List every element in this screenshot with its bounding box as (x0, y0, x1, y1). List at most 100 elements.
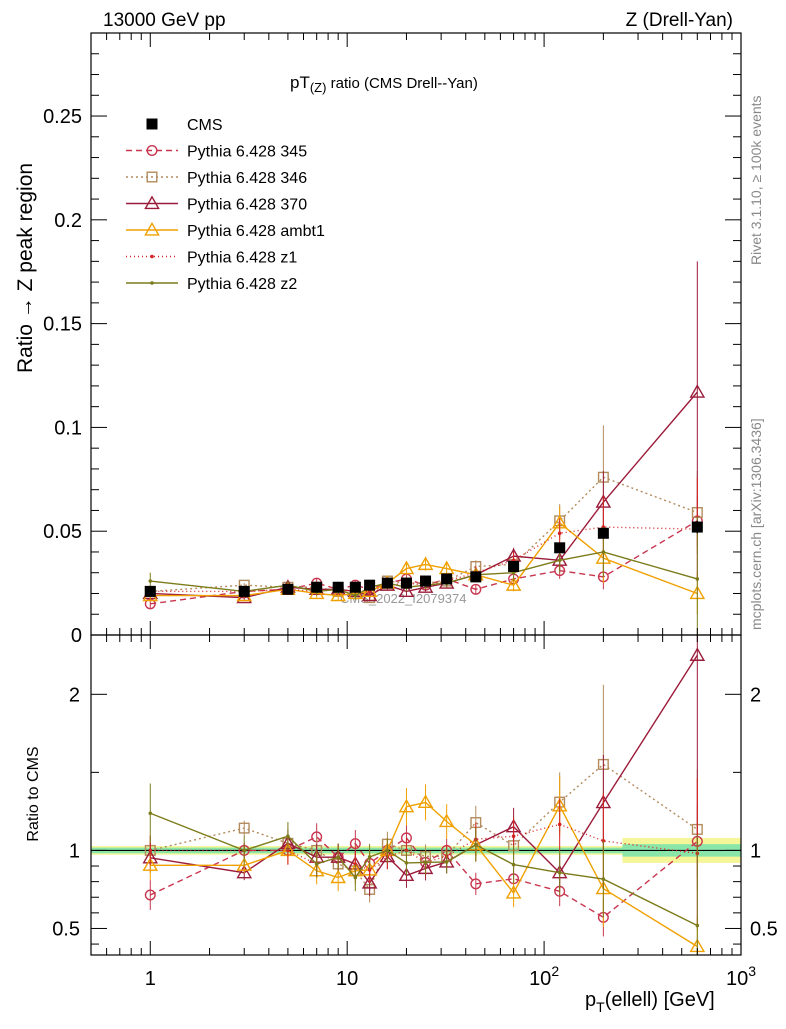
cms-point (282, 583, 294, 595)
x-tick-exponent: 3 (748, 963, 756, 979)
ratio-point (361, 874, 378, 889)
title-main: pT (290, 73, 310, 92)
ratio-point (695, 923, 700, 928)
ratio-point (404, 861, 409, 865)
title-sub: (Z) (310, 80, 327, 95)
y-tick-label: 0.1 (54, 417, 82, 439)
mcplots-label: mcplots.cern.ch [arXiv:1306.3436] (748, 418, 764, 630)
ratio-point (423, 860, 428, 865)
legend-item-6: Pythia 6.428 z2 (126, 276, 297, 293)
x-tick-label: 10 (336, 968, 358, 990)
ratio-y-tick-label-right: 1 (750, 840, 761, 862)
cms-point (381, 577, 393, 589)
ratio-point (689, 647, 706, 661)
x-tick-label: 102 (529, 963, 559, 990)
series-ratio-line (149, 836, 698, 919)
ratio-point (398, 798, 415, 813)
ratio-y-tick-label: 0.5 (52, 918, 80, 940)
data-point (470, 583, 482, 595)
series-ratio-line (150, 763, 698, 891)
data-point (505, 577, 522, 591)
x-tick-base: 10 (726, 968, 748, 990)
ratio-point (148, 848, 153, 853)
ratio-point (511, 862, 516, 867)
data-point (148, 579, 153, 583)
cms-point (508, 560, 520, 572)
ratio-point (330, 869, 346, 884)
x-tick-label: 103 (726, 963, 756, 990)
cms-point (238, 585, 250, 597)
y-tick-label: 0.05 (43, 521, 82, 543)
cms-point (364, 579, 376, 591)
ratio-point (438, 813, 455, 828)
ratio-point (349, 838, 361, 850)
legend-marker (144, 221, 160, 236)
ratio-frame (90, 634, 742, 956)
ratio-y-tick-label: 2 (69, 684, 80, 706)
ratio-point (511, 834, 516, 839)
x-axis-label: pT(ellell) [GeV] (585, 989, 715, 1015)
data-point (557, 558, 562, 563)
title-rest: ratio (CMS Drell--Yan) (326, 75, 477, 92)
legend-label: Pythia 6.428 345 (187, 144, 307, 161)
cms-point (144, 585, 156, 597)
legend-label: Pythia 6.428 z1 (187, 250, 297, 267)
ratio-point (242, 848, 247, 853)
ratio-y-tick-label: 1 (69, 840, 80, 862)
ratio-point (148, 811, 153, 816)
legend-item-3: Pythia 6.428 370 (126, 195, 307, 214)
data-point (398, 583, 415, 598)
legend-label: Pythia 6.428 346 (187, 170, 307, 187)
ratio-point (601, 877, 606, 881)
ratio-point (236, 864, 253, 879)
series-line (150, 526, 698, 593)
y-axis-label: Ratio → Z peak region (14, 163, 37, 373)
header-right: Z (Drell-Yan) (626, 10, 733, 31)
legend-item-4: Pythia 6.428 ambt1 (126, 221, 325, 240)
x-tick-base: 10 (529, 968, 551, 990)
legend-marker (150, 281, 154, 285)
data-point (557, 531, 562, 536)
ratio-y-tick-label-right: 2 (750, 684, 761, 706)
rivet-label: Rivet 3.1.10, ≥ 100k events (748, 95, 764, 265)
legend-marker (150, 254, 154, 259)
data-point (601, 550, 606, 554)
ratio-point (238, 822, 250, 834)
ratio-point (286, 834, 290, 839)
legend-label: Pythia 6.428 ambt1 (187, 223, 325, 240)
series-line (150, 551, 698, 597)
series-ratio-line (150, 823, 698, 871)
ratio-point (470, 878, 482, 890)
ratio-point (474, 843, 478, 847)
series-ratio-panel (142, 635, 706, 955)
data-point (398, 560, 415, 575)
legend-item-1: Pythia 6.428 345 (126, 144, 307, 161)
cms-point (441, 573, 453, 585)
ratio-point (385, 848, 390, 853)
cms-point (400, 577, 412, 589)
ratio-point (236, 857, 253, 871)
x-tick-exponent: 2 (551, 963, 559, 979)
y-tick-label: 0 (71, 625, 82, 647)
chart-title: pT(Z) ratio (CMS Drell--Yan) (290, 73, 478, 95)
x-tick-base: 10 (336, 968, 358, 990)
x-tick-label: 1 (145, 968, 156, 990)
cms-point (554, 542, 566, 554)
series-4-ratio (142, 776, 706, 955)
header-left: 13000 GeV pp (103, 10, 226, 31)
data-point (417, 556, 434, 571)
cms-point (349, 581, 361, 593)
data-point (361, 587, 378, 602)
series-line (150, 521, 698, 597)
y-tick-label: 0.25 (43, 106, 82, 128)
series-3-ratio (142, 635, 706, 896)
ratio-point (398, 867, 415, 882)
series-3-main (142, 261, 706, 604)
y-tick-label: 0.2 (54, 210, 82, 232)
ratio-y-axis-label: Ratio to CMS (25, 746, 42, 841)
cms-data (144, 520, 703, 597)
ratio-point (557, 870, 562, 875)
data-point (353, 593, 358, 598)
